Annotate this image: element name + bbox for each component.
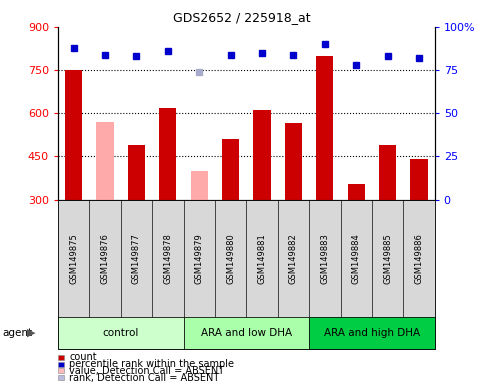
Bar (348, 184, 365, 200)
Text: rank, Detection Call = ABSENT: rank, Detection Call = ABSENT (69, 373, 219, 383)
Text: agent: agent (2, 328, 32, 338)
Text: GSM149877: GSM149877 (132, 233, 141, 284)
Bar (411, 159, 427, 200)
Bar (316, 56, 333, 200)
Text: ARA and low DHA: ARA and low DHA (201, 328, 292, 338)
Text: control: control (102, 328, 139, 338)
Text: GSM149884: GSM149884 (352, 233, 361, 284)
Text: GSM149876: GSM149876 (100, 233, 110, 284)
Text: GSM149880: GSM149880 (226, 233, 235, 284)
Bar (97, 122, 114, 200)
Bar (254, 111, 270, 200)
Bar (65, 70, 82, 200)
Text: GSM149875: GSM149875 (69, 233, 78, 284)
Text: GSM149885: GSM149885 (383, 233, 392, 284)
Bar (379, 145, 396, 200)
Text: ARA and high DHA: ARA and high DHA (324, 328, 420, 338)
Text: GSM149878: GSM149878 (163, 233, 172, 284)
Bar (285, 123, 302, 200)
Text: GSM149882: GSM149882 (289, 233, 298, 284)
Bar (222, 139, 239, 200)
Text: GSM149879: GSM149879 (195, 233, 204, 284)
Text: GSM149886: GSM149886 (414, 233, 424, 284)
Text: ▶: ▶ (27, 328, 36, 338)
Bar (159, 108, 176, 200)
Text: percentile rank within the sample: percentile rank within the sample (69, 359, 234, 369)
Text: count: count (69, 352, 97, 362)
Text: GSM149881: GSM149881 (257, 233, 267, 284)
Text: GDS2652 / 225918_at: GDS2652 / 225918_at (173, 12, 310, 25)
Text: GSM149883: GSM149883 (320, 233, 329, 284)
Text: value, Detection Call = ABSENT: value, Detection Call = ABSENT (69, 366, 224, 376)
Bar (128, 145, 145, 200)
Bar (191, 171, 208, 200)
